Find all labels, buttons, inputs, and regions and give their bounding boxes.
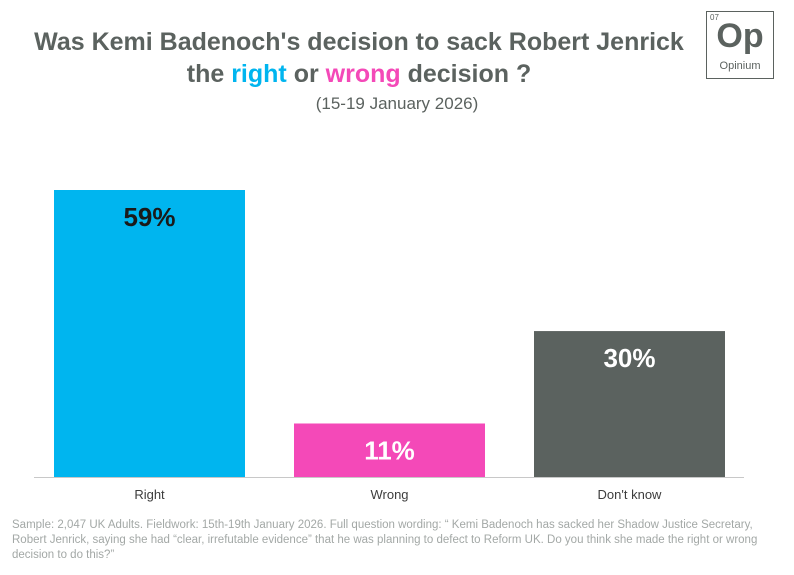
title-right-word: right [231, 60, 287, 88]
title-prefix: the [186, 60, 232, 88]
data-label-don-t-know: 30% [603, 343, 655, 373]
opinium-logo: 07 Op Opinium [706, 11, 774, 79]
logo-symbol: Op [716, 17, 764, 55]
bar-chart: 59% Right 11% Wrong 30% Don't know [34, 190, 744, 502]
logo-number: 07 [710, 13, 719, 22]
logo-name: Opinium [719, 60, 761, 72]
data-label-right: 59% [123, 202, 175, 232]
category-label-right: Right [134, 487, 165, 502]
category-label-don-t-know: Don't know [598, 487, 663, 502]
chart-title-line-1: Was Kemi Badenoch's decision to sack Rob… [34, 28, 684, 56]
footnote: Sample: 2,047 UK Adults. Fieldwork: 15th… [12, 519, 758, 561]
category-label-wrong: Wrong [370, 487, 408, 502]
bar-right [54, 190, 245, 477]
bar-wrong [294, 423, 485, 477]
bar-don-t-know [534, 331, 725, 477]
chart-title-line-2: the right or wrong decision ? [0, 58, 718, 90]
title-suffix: decision ? [400, 60, 532, 88]
title-wrong-word: wrong [325, 60, 401, 88]
title-or: or [286, 60, 326, 88]
data-label-wrong: 11% [364, 435, 415, 465]
chart-subtitle: (15-19 January 2026) [315, 94, 479, 113]
